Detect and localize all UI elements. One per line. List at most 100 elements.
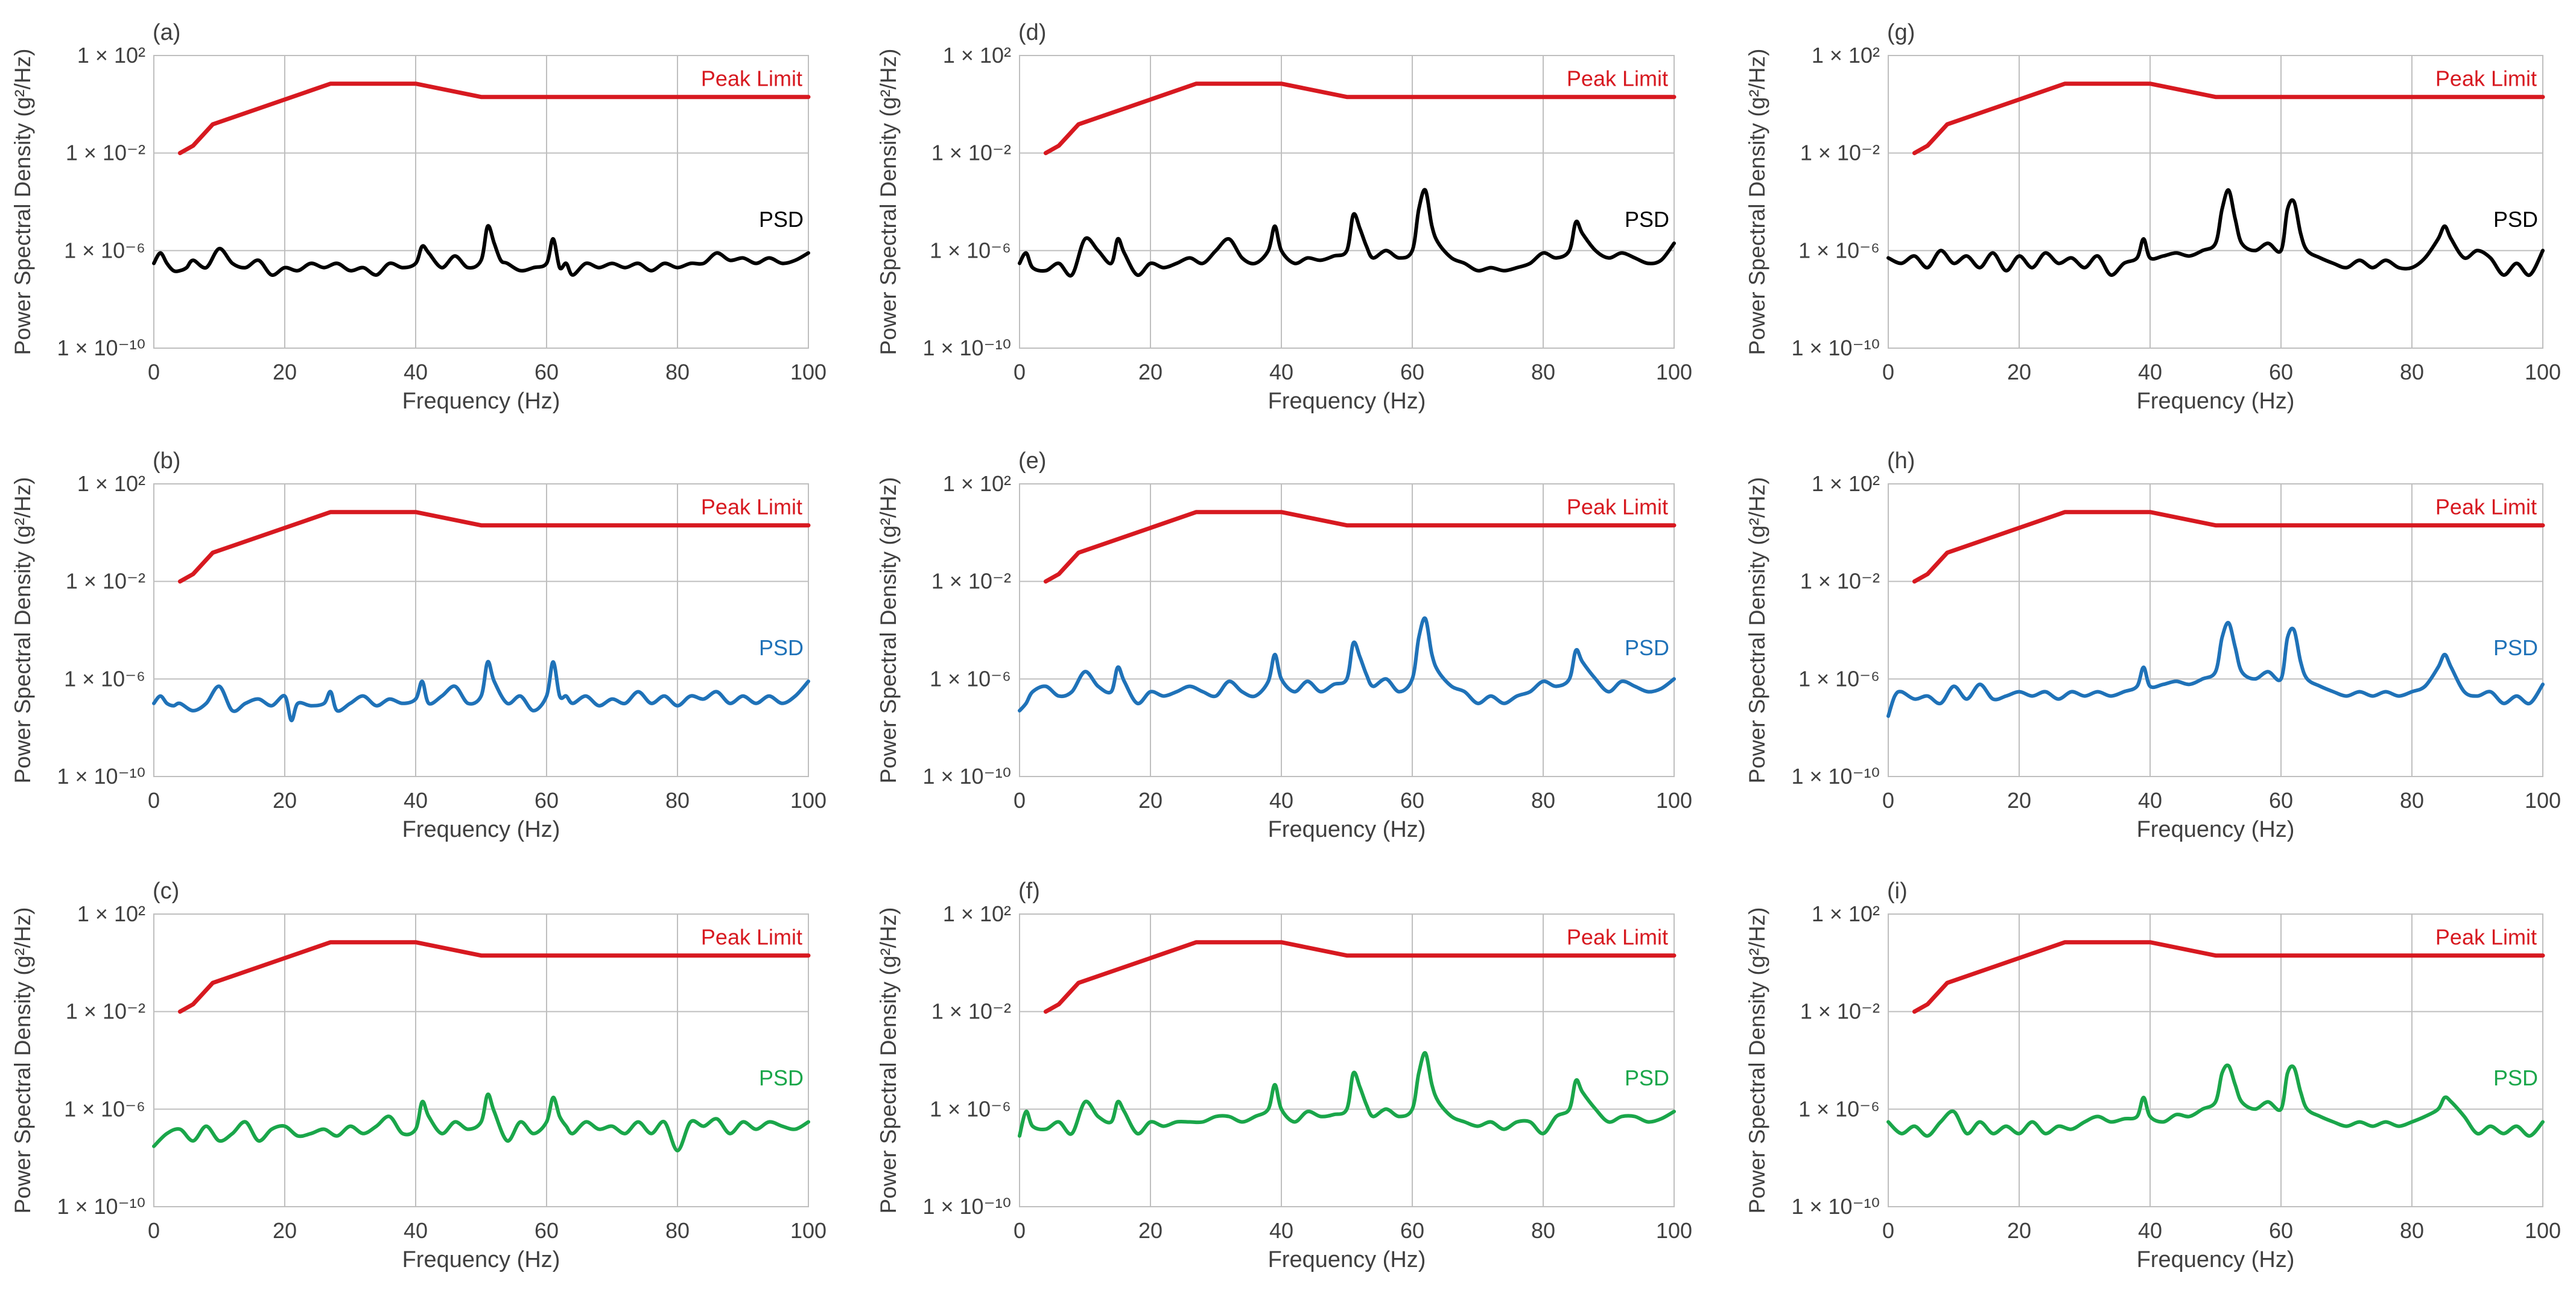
panel-label: (b) <box>153 448 180 474</box>
x-tick-label: 80 <box>1531 360 1555 384</box>
y-axis-label: Power Spectral Density (g²/Hz) <box>10 477 35 784</box>
y-axis-label: Power Spectral Density (g²/Hz) <box>876 907 901 1214</box>
psd-line <box>152 1092 810 1152</box>
y-tick-label: 1 × 10² <box>1812 43 1880 68</box>
plot-frame <box>1888 483 2543 777</box>
x-tick-label: 80 <box>2400 788 2424 813</box>
peak-limit-label: Peak Limit <box>2435 66 2537 91</box>
x-tick-label: 20 <box>1138 360 1163 384</box>
x-tick-label: 0 <box>1882 1218 1894 1243</box>
y-axis-label: Power Spectral Density (g²/Hz) <box>10 907 35 1214</box>
y-tick-label: 1 × 10⁻¹⁰ <box>1791 335 1880 360</box>
peak-limit-label: Peak Limit <box>701 66 802 91</box>
psd-label: PSD <box>759 207 804 232</box>
y-tick-label: 1 × 10⁻² <box>66 141 145 165</box>
peak-limit-line <box>177 940 811 1014</box>
y-tick-label: 1 × 10⁻² <box>931 141 1011 165</box>
panel-label: (c) <box>153 878 179 904</box>
y-tick-label: 1 × 10⁻⁶ <box>930 238 1011 262</box>
x-tick-label: 60 <box>1400 1218 1424 1243</box>
y-axis-label: Power Spectral Density (g²/Hz) <box>1745 907 1769 1214</box>
y-tick-label: 1 × 10⁻¹⁰ <box>57 1194 145 1219</box>
peak-limit-line <box>1912 510 2545 584</box>
x-axis-label: Frequency (Hz) <box>1268 817 1426 842</box>
peak-limit-label: Peak Limit <box>701 495 802 519</box>
psd-line <box>152 224 810 277</box>
x-axis-label: Frequency (Hz) <box>2137 389 2295 414</box>
y-tick-label: 1 × 10⁻⁶ <box>64 1096 145 1121</box>
panel-d: 0 20 40 60 80 100 1 × 10⁻¹⁰ 1 × 10⁻⁶ 1 × 10⁻² 1 ×… <box>876 20 1692 414</box>
y-tick-label: 1 × 10⁻² <box>66 569 145 594</box>
x-tick-label: 80 <box>665 1218 690 1243</box>
y-tick-label: 1 × 10² <box>77 43 145 68</box>
y-tick-label: 1 × 10² <box>77 901 145 926</box>
x-tick-label: 60 <box>535 360 559 384</box>
x-tick-label: 20 <box>273 1218 297 1243</box>
x-tick-label: 40 <box>404 788 428 813</box>
plot-frame <box>1888 55 2543 349</box>
psd-label: PSD <box>1625 1066 1669 1090</box>
x-tick-label: 20 <box>2007 360 2031 384</box>
x-tick-label: 80 <box>665 788 690 813</box>
peak-limit-line <box>1043 510 1677 584</box>
psd-label: PSD <box>759 635 804 660</box>
x-tick-label: 40 <box>1269 1218 1293 1243</box>
y-tick-label: 1 × 10⁻² <box>1800 569 1880 594</box>
x-axis-label: Frequency (Hz) <box>402 389 560 414</box>
y-axis-label: Power Spectral Density (g²/Hz) <box>876 477 901 784</box>
x-axis-label: Frequency (Hz) <box>2137 1247 2295 1272</box>
y-tick-label: 1 × 10⁻⁶ <box>1798 666 1880 691</box>
x-tick-label: 0 <box>1014 1218 1026 1243</box>
y-tick-label: 1 × 10² <box>943 43 1011 68</box>
x-tick-label: 40 <box>404 360 428 384</box>
x-tick-label: 20 <box>1138 788 1163 813</box>
x-tick-label: 80 <box>665 360 690 384</box>
plot-frame <box>1019 483 1675 777</box>
panel-g: 0 20 40 60 80 100 1 × 10⁻¹⁰ 1 × 10⁻⁶ 1 × 10⁻² 1 ×… <box>1745 20 2561 414</box>
x-tick-label: 0 <box>148 360 160 384</box>
plot-frame <box>153 55 809 349</box>
panel-label: (g) <box>1887 20 1915 45</box>
panel-b: 0 20 40 60 80 100 1 × 10⁻¹⁰ 1 × 10⁻⁶ 1 × 10⁻² 1 ×… <box>10 448 826 842</box>
peak-limit-line <box>177 510 811 584</box>
psd-line <box>1018 188 1676 278</box>
y-tick-label: 1 × 10² <box>77 471 145 496</box>
x-tick-label: 100 <box>790 1218 826 1243</box>
peak-limit-label: Peak Limit <box>1567 66 1668 91</box>
x-tick-label: 20 <box>2007 788 2031 813</box>
y-tick-label: 1 × 10⁻¹⁰ <box>922 1194 1011 1219</box>
x-tick-label: 80 <box>2400 1218 2424 1243</box>
x-tick-label: 20 <box>273 360 297 384</box>
peak-limit-line <box>177 81 811 156</box>
panel-h: 0 20 40 60 80 100 1 × 10⁻¹⁰ 1 × 10⁻⁶ 1 × 10⁻² 1 ×… <box>1745 448 2561 842</box>
x-axis-label: Frequency (Hz) <box>1268 1247 1426 1272</box>
y-tick-label: 1 × 10⁻⁶ <box>64 238 145 262</box>
psd-label: PSD <box>1625 635 1669 660</box>
y-tick-label: 1 × 10⁻² <box>1800 141 1880 165</box>
x-tick-label: 100 <box>1656 360 1692 384</box>
y-tick-label: 1 × 10⁻¹⁰ <box>1791 1194 1880 1219</box>
x-axis-label: Frequency (Hz) <box>2137 817 2295 842</box>
psd-label: PSD <box>759 1066 804 1090</box>
peak-limit-line <box>1043 940 1677 1014</box>
x-tick-label: 100 <box>790 788 826 813</box>
peak-limit-label: Peak Limit <box>2435 925 2537 950</box>
peak-limit-line <box>1043 81 1677 156</box>
x-tick-label: 20 <box>273 788 297 813</box>
x-tick-label: 40 <box>1269 360 1293 384</box>
x-tick-label: 60 <box>2269 788 2293 813</box>
y-tick-label: 1 × 10⁻⁶ <box>930 1096 1011 1121</box>
x-tick-label: 40 <box>2138 788 2162 813</box>
y-tick-label: 1 × 10² <box>943 901 1011 926</box>
psd-line <box>1018 1051 1676 1138</box>
plot-frame <box>1019 913 1675 1207</box>
x-axis-label: Frequency (Hz) <box>402 817 560 842</box>
x-tick-label: 40 <box>404 1218 428 1243</box>
y-tick-label: 1 × 10⁻⁶ <box>930 666 1011 691</box>
panel-f: 0 20 40 60 80 100 1 × 10⁻¹⁰ 1 × 10⁻⁶ 1 × 10⁻² 1 ×… <box>876 878 1692 1272</box>
x-tick-label: 60 <box>1400 788 1424 813</box>
peak-limit-label: Peak Limit <box>701 925 802 950</box>
y-tick-label: 1 × 10² <box>943 471 1011 496</box>
x-tick-label: 60 <box>535 1218 559 1243</box>
psd-label: PSD <box>2493 1066 2538 1090</box>
